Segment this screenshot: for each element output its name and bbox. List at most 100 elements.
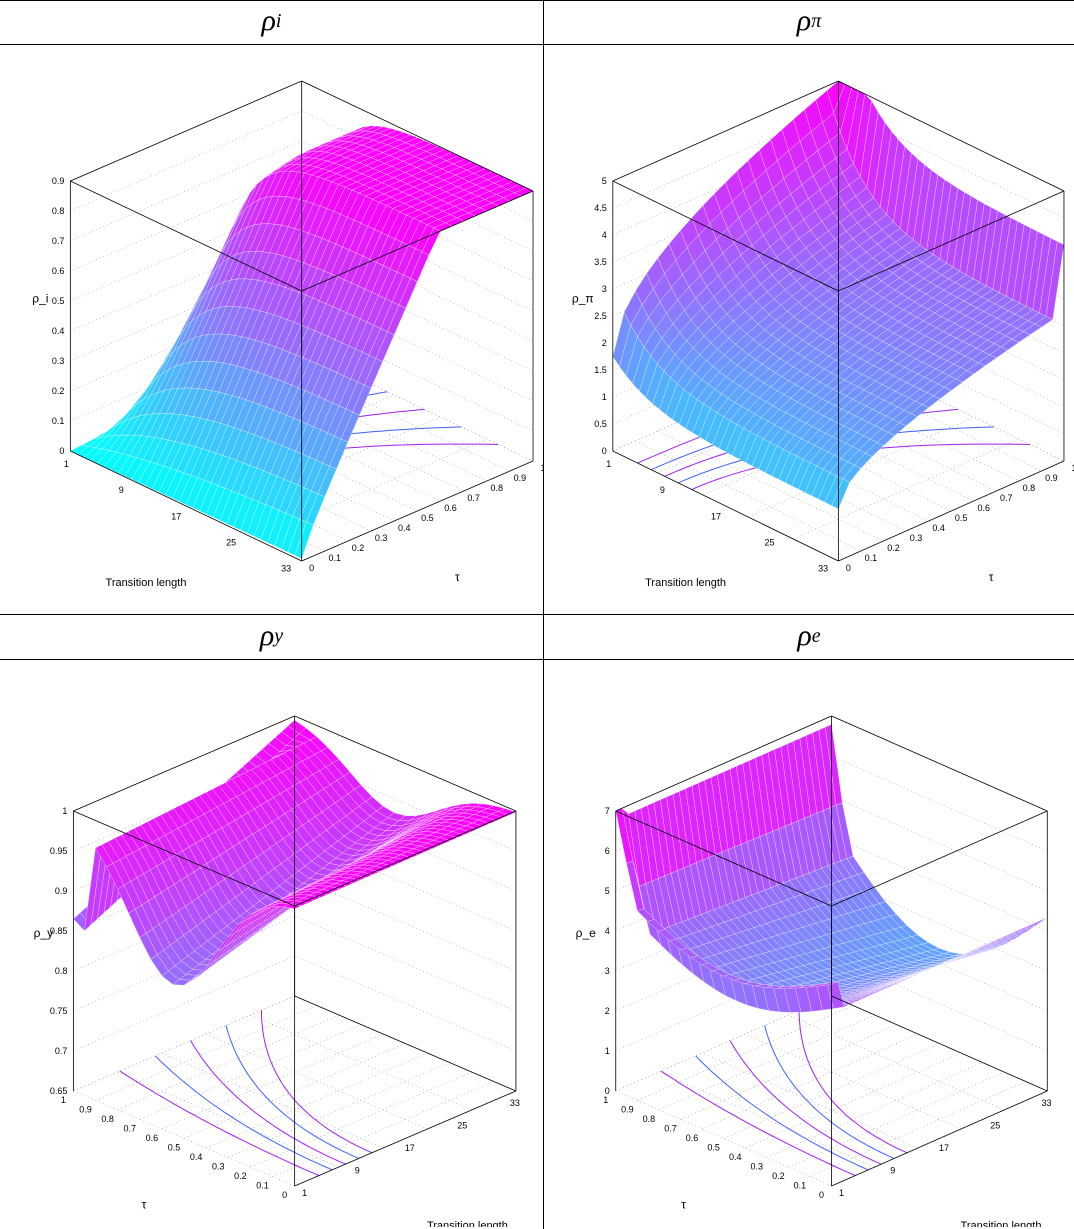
- tick-labels: 0.65 0.7 0.75 0.8 0.85 0.9 0.95 1 ρ_y 1 9 17 25 33 Tra…: [34, 806, 520, 1227]
- contour-line: [225, 1025, 359, 1159]
- surface-mesh: [69, 125, 534, 559]
- table-rule: [0, 614, 1074, 615]
- z-axis-label: ρ_y: [34, 926, 54, 940]
- axis-edge: [70, 180, 302, 292]
- surface-plot: 0 0.5 1 1.5 2 2.5 3 3.5 4 4.5 5 ρ_π 1 9 17 25 33 Transiti…: [572, 80, 1074, 589]
- surface-mesh: [612, 80, 1065, 510]
- tau-tick-label: 0.6: [444, 503, 457, 513]
- tau-tick-label: 1: [541, 463, 543, 473]
- y-axis-label: τ: [681, 1198, 686, 1212]
- tl-tick-label: 1: [606, 459, 611, 469]
- axis-edge: [294, 715, 517, 812]
- axis-box-edges: [612, 80, 1065, 562]
- tl-tick-label: 1: [302, 1188, 307, 1198]
- tau-tick-label: 0.5: [955, 513, 968, 523]
- z-axis-label: ρ_π: [572, 292, 594, 306]
- tl-tick-label: 17: [939, 1143, 949, 1153]
- grid-line: [278, 360, 511, 472]
- axis-edge: [615, 810, 832, 907]
- z-tick-label: 0.5: [52, 296, 65, 306]
- z-tick-label: 5: [602, 176, 607, 186]
- tau-tick-label: 0.4: [190, 1152, 203, 1162]
- axis-edge: [831, 715, 1048, 812]
- tau-tick-label: 0.1: [256, 1181, 269, 1191]
- tau-tick-label: 0.4: [729, 1152, 742, 1162]
- z-tick-label: 2.5: [594, 311, 607, 321]
- contour-line: [660, 1070, 856, 1176]
- z-tick-label: 0.85: [50, 926, 68, 936]
- grid-line: [228, 1062, 450, 1158]
- y-axis-label: τ: [989, 570, 994, 584]
- z-tick-label: 7: [605, 806, 610, 816]
- tl-tick-label: 17: [405, 1143, 415, 1153]
- axis-edge: [612, 80, 839, 182]
- contour-line: [764, 1025, 895, 1159]
- grid-line: [255, 370, 487, 482]
- z-tick-label: 3: [605, 966, 610, 976]
- tau-tick-label: 0.6: [146, 1133, 159, 1143]
- z-tick-label: 0.4: [52, 326, 65, 336]
- grid-line: [831, 755, 1048, 852]
- tick-labels: 0 0.1 0.2 0.3 0.4 0.5 0.6 0.7 0.8 0.9 ρ_i 1 9 17 25 33 T…: [32, 176, 543, 589]
- surface-plot: 0.65 0.7 0.75 0.8 0.85 0.9 0.95 1 ρ_y 1 9 17 25 33 Tra…: [34, 715, 520, 1227]
- tau-tick-label: 0.2: [772, 1171, 785, 1181]
- grid-line: [701, 1033, 918, 1130]
- grid-line: [745, 1033, 962, 1130]
- grid-line: [301, 320, 534, 432]
- grid-line: [206, 1033, 428, 1130]
- contour-lines: [119, 1010, 373, 1176]
- x-axis-label: Transition length: [961, 1220, 1042, 1227]
- tau-tick-label: 0.8: [1023, 483, 1036, 493]
- grid-line: [161, 1052, 384, 1149]
- grid-line: [139, 1024, 362, 1120]
- table-rule: [543, 0, 544, 1229]
- z-tick-label: 0.95: [50, 846, 68, 856]
- z-tick-label: 0: [602, 446, 607, 456]
- tau-tick-label: 0.7: [1000, 493, 1013, 503]
- grid-line: [272, 1081, 494, 1177]
- contour-line: [729, 1040, 882, 1165]
- tick-labels: 0 0.5 1 1.5 2 2.5 3 3.5 4 4.5 5 ρ_π 1 9 17 25 33 Transiti…: [572, 176, 1074, 589]
- surface-cell: [294, 521, 314, 559]
- tau-tick-label: 0.1: [865, 553, 878, 563]
- x-axis-label: Transition length: [106, 577, 187, 589]
- z-tick-label: 1: [62, 806, 67, 816]
- tau-tick-label: 0.3: [751, 1162, 764, 1172]
- z-tick-label: 5: [605, 886, 610, 896]
- grid-line: [117, 1071, 340, 1168]
- tau-tick-label: 0.8: [101, 1114, 114, 1124]
- axis-box-edges: [615, 715, 1048, 1187]
- grid-line: [301, 260, 534, 372]
- z-tick-label: 0.5: [594, 419, 607, 429]
- grid-line: [206, 1052, 428, 1149]
- axis-edge: [831, 1090, 1048, 1187]
- grid-line: [831, 835, 1048, 932]
- tau-tick-label: 0.7: [467, 493, 480, 503]
- tau-tick-label: 0.4: [398, 523, 411, 533]
- grid-line: [701, 1052, 918, 1149]
- axis-edge: [831, 995, 1048, 1092]
- axis-edge: [831, 810, 1048, 907]
- z-tick-label: 0: [59, 446, 64, 456]
- tl-tick-label: 9: [660, 485, 665, 495]
- grid-line: [658, 1071, 875, 1168]
- z-tick-label: 0.6: [52, 266, 65, 276]
- contour-line: [154, 1055, 333, 1171]
- y-axis-label: τ: [142, 1198, 147, 1212]
- tau-tick-label: 0.2: [887, 543, 900, 553]
- axis-edge: [70, 450, 302, 562]
- grid-line: [301, 230, 534, 342]
- contour-line: [119, 1070, 320, 1176]
- tau-tick-label: 0.6: [977, 503, 990, 513]
- z-tick-label: 0.2: [52, 386, 65, 396]
- tau-tick-label: 1: [1071, 463, 1074, 473]
- z-tick-label: 4: [605, 926, 610, 936]
- tau-tick-label: 0.2: [352, 543, 365, 553]
- tau-tick-label: 0.1: [329, 553, 342, 563]
- tl-tick-label: 33: [510, 1098, 520, 1108]
- table-rule: [0, 0, 1074, 1]
- grid-line: [294, 955, 517, 1052]
